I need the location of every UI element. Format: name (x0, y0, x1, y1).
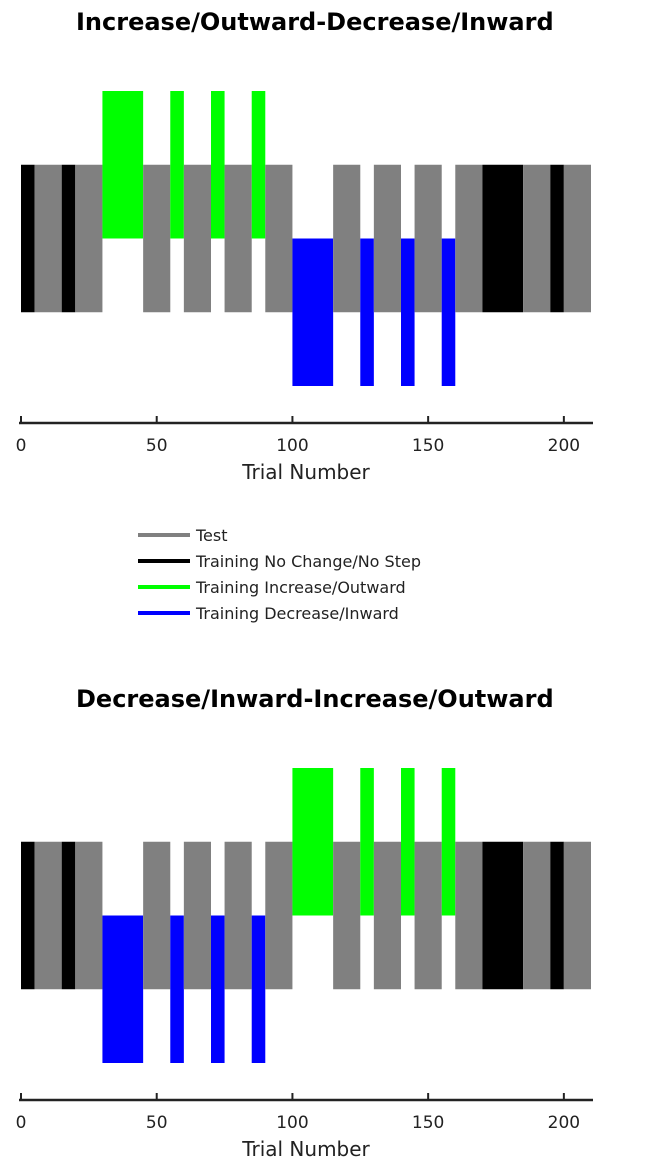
segment-test-9 (224, 841, 252, 990)
x-tick-label: 100 (276, 436, 308, 456)
segment-increase-10 (251, 91, 266, 239)
x-axis-label: Trial Number (241, 460, 370, 484)
legend: Test Training No Change/No Step Training… (138, 522, 498, 626)
segment-test-17 (414, 164, 442, 313)
segment-test-3 (75, 164, 103, 313)
segment-test-21 (523, 841, 551, 990)
x-tick-label: 200 (548, 436, 580, 456)
legend-swatch-increase (138, 585, 190, 589)
segment-test-7 (183, 164, 211, 313)
segment-test-19 (455, 841, 483, 990)
segment-test-21 (523, 164, 551, 313)
segment-nochange-22 (550, 164, 564, 313)
legend-label-test: Test (196, 525, 228, 545)
legend-item-nochange: Training No Change/No Step (138, 548, 498, 574)
legend-item-increase: Training Increase/Outward (138, 574, 498, 600)
segment-test-5 (143, 164, 171, 313)
segment-test-3 (75, 841, 103, 990)
legend-label-nochange: Training No Change/No Step (196, 551, 421, 571)
segment-increase-14 (360, 768, 374, 916)
chart-title-bottom: Decrease/Inward-Increase/Outward (76, 685, 554, 713)
segment-decrease-8 (211, 915, 225, 1063)
chart-top: 0 50 100 150 200 Trial Number (16, 91, 593, 484)
segment-test-1 (34, 164, 62, 313)
segment-test-15 (373, 841, 401, 990)
x-tick-label: 150 (412, 436, 444, 456)
segment-test-23 (563, 164, 591, 313)
segment-decrease-12 (292, 238, 334, 386)
segment-decrease-16 (401, 238, 415, 386)
segment-nochange-20 (482, 841, 524, 990)
x-tick-label: 0 (16, 1113, 27, 1133)
segment-test-17 (414, 841, 442, 990)
x-tick-label: 50 (146, 1113, 168, 1133)
legend-item-test: Test (138, 522, 498, 548)
legend-item-decrease: Training Decrease/Inward (138, 600, 498, 626)
segment-nochange-0 (21, 164, 35, 313)
segment-test-23 (563, 841, 591, 990)
segment-test-15 (373, 164, 401, 313)
segment-increase-16 (401, 768, 415, 916)
segment-test-13 (333, 841, 361, 990)
segment-nochange-0 (21, 841, 35, 990)
segment-increase-8 (211, 91, 225, 239)
legend-swatch-decrease (138, 611, 190, 615)
segment-test-7 (183, 841, 211, 990)
segment-test-13 (333, 164, 361, 313)
legend-swatch-test (138, 533, 190, 537)
legend-label-increase: Training Increase/Outward (196, 577, 406, 597)
segment-increase-18 (441, 768, 456, 916)
segment-increase-4 (102, 91, 144, 239)
legend-label-decrease: Training Decrease/Inward (196, 603, 399, 623)
x-tick-label: 100 (276, 1113, 308, 1133)
segment-decrease-6 (170, 915, 184, 1063)
segment-test-11 (265, 841, 293, 990)
segment-test-9 (224, 164, 252, 313)
segment-increase-6 (170, 91, 184, 239)
segment-decrease-14 (360, 238, 374, 386)
x-tick-label: 50 (146, 436, 168, 456)
segment-decrease-10 (251, 915, 266, 1063)
segment-nochange-22 (550, 841, 564, 990)
segment-test-11 (265, 164, 293, 313)
x-tick-label: 200 (548, 1113, 580, 1133)
segment-decrease-4 (102, 915, 144, 1063)
legend-swatch-nochange (138, 559, 190, 563)
segment-test-5 (143, 841, 171, 990)
segment-nochange-2 (61, 164, 76, 313)
segment-increase-12 (292, 768, 334, 916)
chart-bottom: 0 50 100 150 200 Trial Number (16, 768, 593, 1161)
segment-test-1 (34, 841, 62, 990)
segment-nochange-2 (61, 841, 76, 990)
chart-title-top: Increase/Outward-Decrease/Inward (76, 8, 554, 36)
segment-nochange-20 (482, 164, 524, 313)
segment-decrease-18 (441, 238, 456, 386)
x-tick-label: 150 (412, 1113, 444, 1133)
x-tick-label: 0 (16, 436, 27, 456)
x-axis-label: Trial Number (241, 1137, 370, 1161)
segment-test-19 (455, 164, 483, 313)
